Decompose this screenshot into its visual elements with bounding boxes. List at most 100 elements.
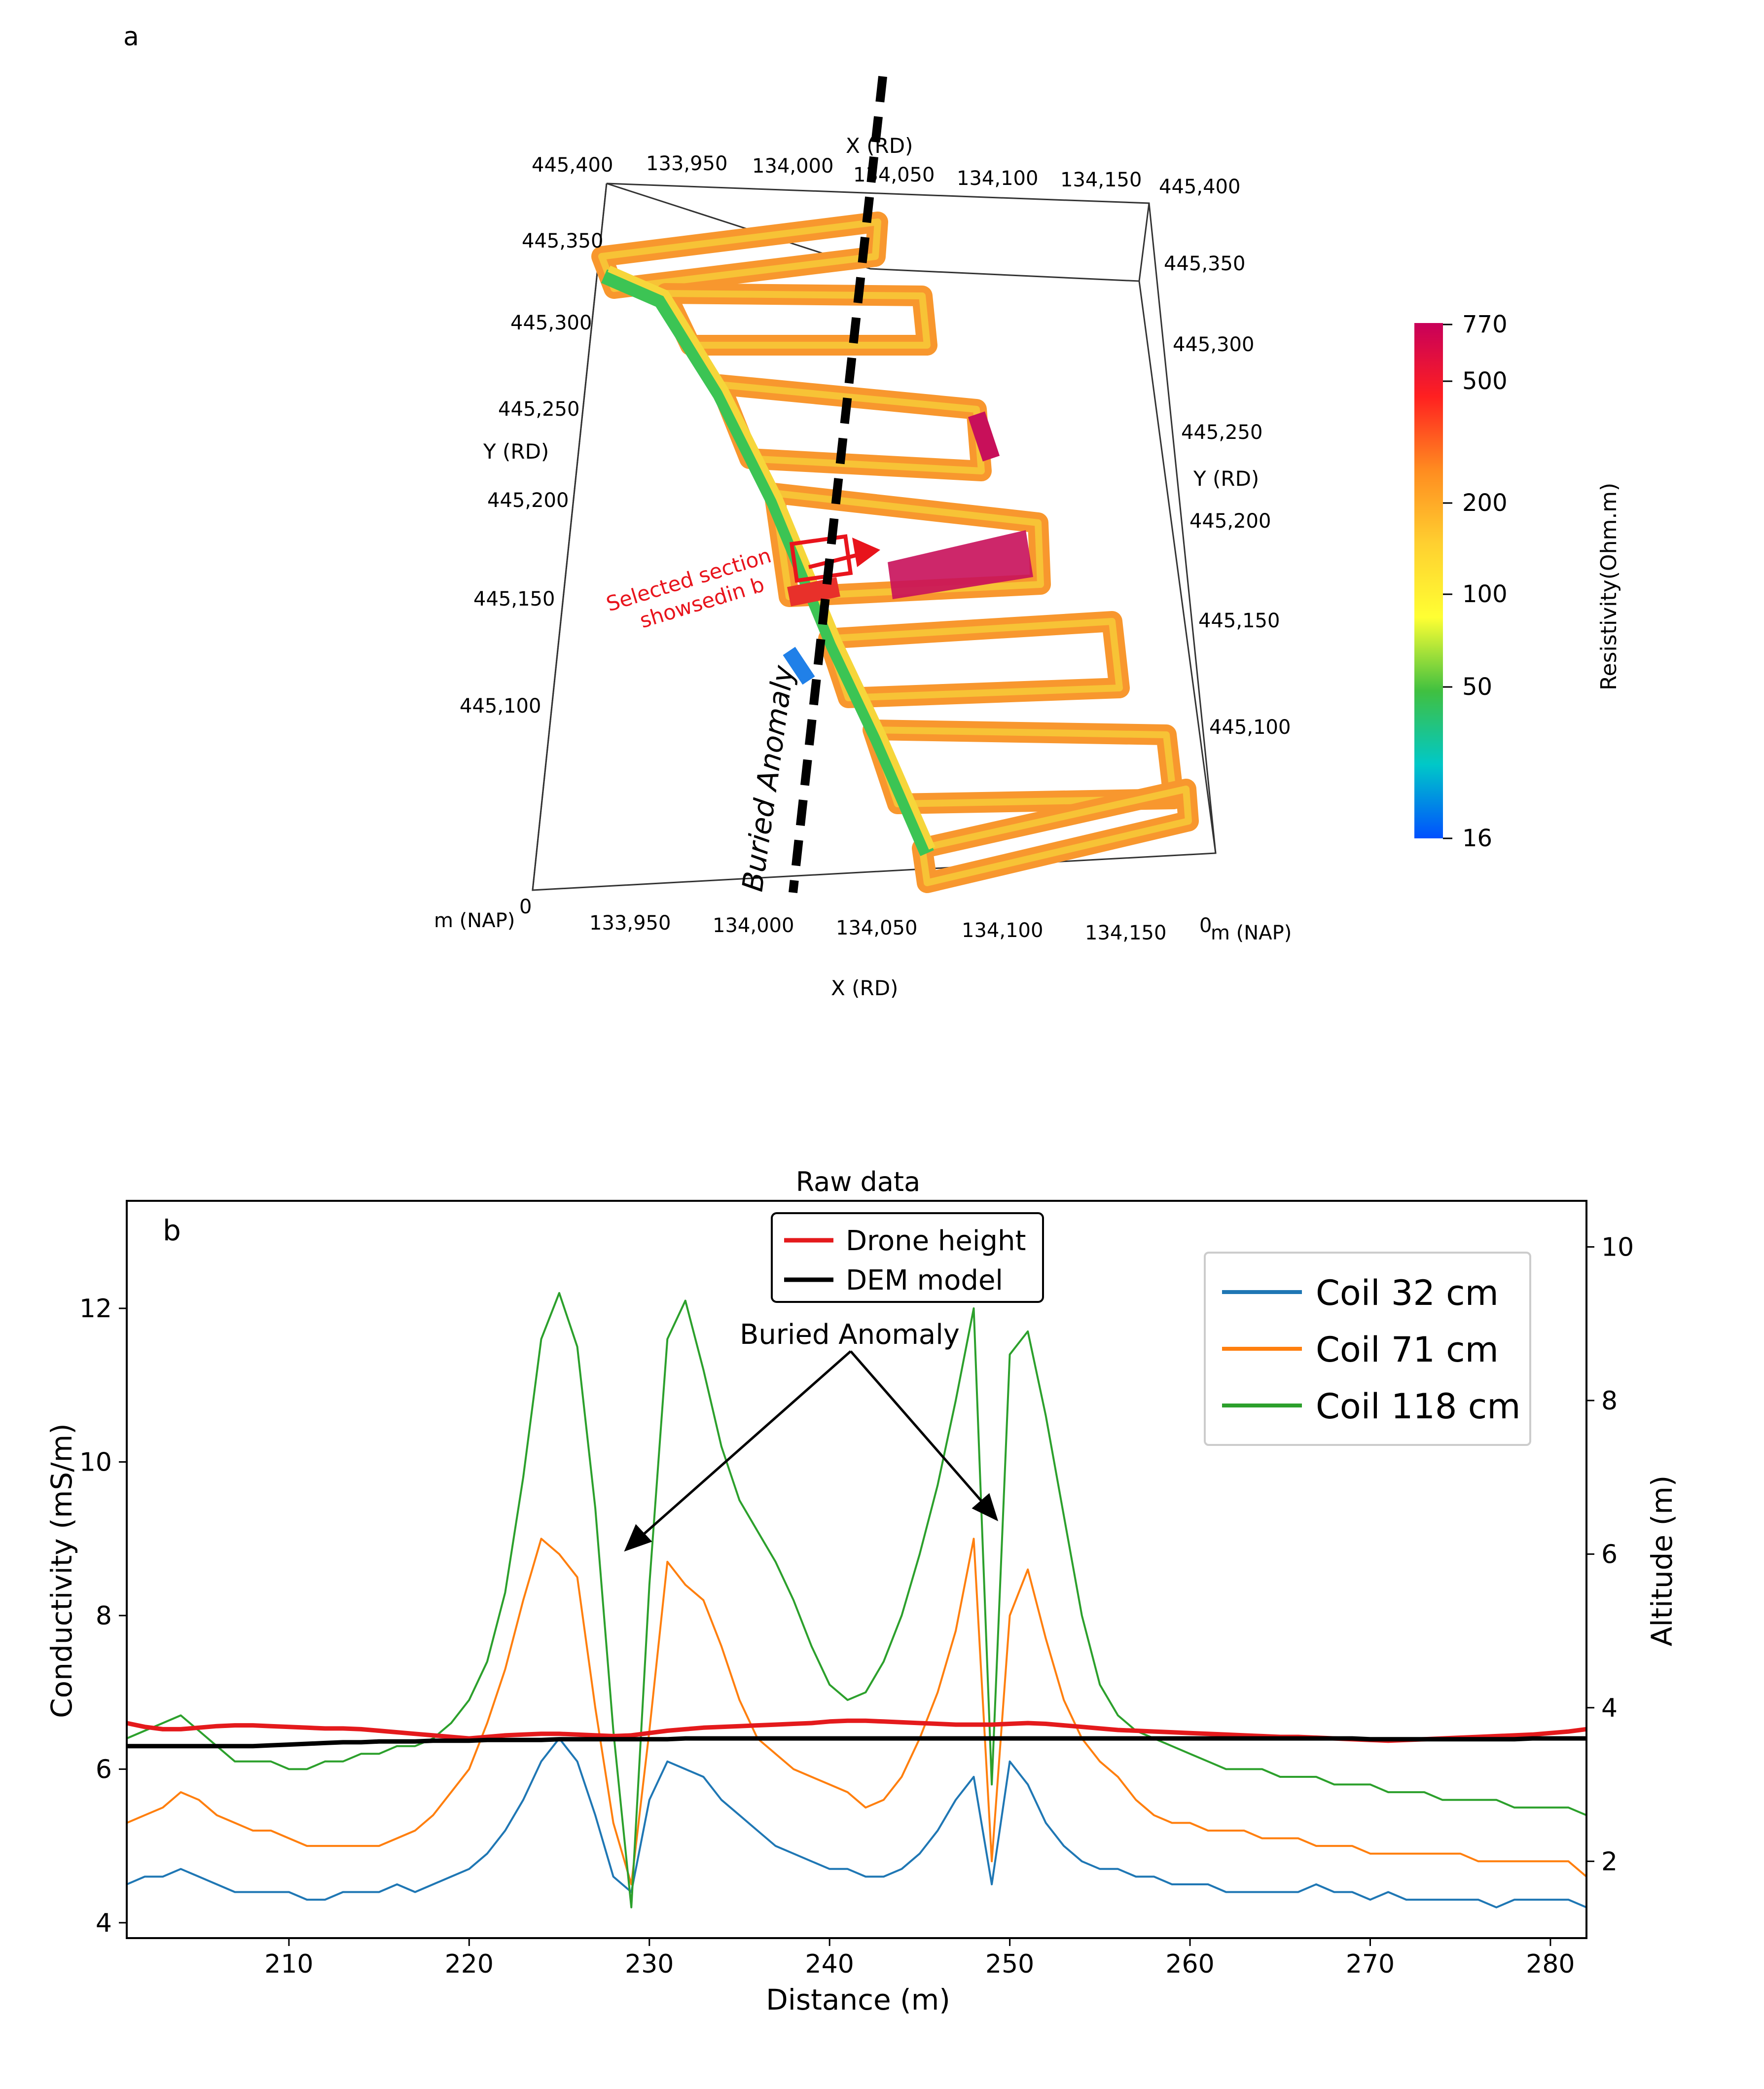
y-tick-label: 4 — [96, 1909, 112, 1938]
plot-frame — [126, 1200, 1587, 1939]
low-resistivity-patch — [783, 647, 815, 685]
colorbar-tick-label: 50 — [1462, 673, 1492, 701]
y2-tick-label: 8 — [1601, 1386, 1618, 1416]
series-line-coil-118-cm — [127, 1292, 1586, 1909]
z-zero-left: 0 — [519, 896, 532, 918]
y2-axis-label: Altitude (m) — [1645, 1476, 1679, 1647]
legend-label: Drone height — [846, 1225, 1026, 1257]
survey-ribbon — [655, 283, 937, 356]
y-right-tick-label: 445,300 — [1173, 333, 1254, 356]
survey-ribbon-edge — [601, 269, 934, 856]
x-top-tick-label: 134,100 — [957, 167, 1038, 190]
series-group — [127, 1292, 1586, 1909]
axes-b: 210 220 230 240 250 260 270 280 4 6 8 10 12 2 4 6 8 10 — [79, 1232, 1634, 1979]
colorbar-tick-label: 100 — [1462, 580, 1508, 608]
panel-a-label: a — [123, 22, 139, 52]
legend-label: Coil 71 cm — [1316, 1330, 1499, 1370]
survey-ribbons — [591, 212, 1199, 893]
x-bottom-tick-label: 134,100 — [962, 919, 1043, 942]
x-tick-label: 270 — [1346, 1949, 1395, 1979]
legend-right: Coil 32 cm Coil 71 cm Coil 118 cm — [1204, 1252, 1531, 1446]
y-axis-label-right: Y (RD) — [1193, 467, 1259, 491]
x-top-tick-label: 134,050 — [853, 164, 935, 186]
high-resistivity-patch — [968, 411, 1000, 462]
y-tick-label: 8 — [96, 1601, 112, 1631]
x-tick-label: 260 — [1165, 1949, 1214, 1979]
y-left-tick-label: 445,200 — [487, 489, 569, 512]
colorbar-title: Resistivity(Ohm.m) — [1596, 483, 1621, 690]
survey-ribbon-highlight — [771, 490, 1044, 600]
legend-label: Coil 118 cm — [1316, 1386, 1520, 1427]
z-axis-label-right: m (NAP) — [1211, 922, 1292, 944]
panel-b: Raw data b 210 220 230 240 250 260 270 28046810… — [45, 1166, 1679, 2017]
legend-left: Drone height DEM model — [771, 1212, 1044, 1303]
x-tick-label: 210 — [264, 1949, 313, 1979]
y-right-tick-label: 445,100 — [1209, 716, 1291, 739]
x-top-tick-label: 134,000 — [752, 155, 833, 178]
y-left-tick-label: 445,150 — [473, 588, 555, 611]
x-tick-label: 280 — [1526, 1949, 1575, 1979]
y-axis-label: Conductivity (mS/m) — [45, 1423, 78, 1718]
buried-anomaly-annotation: Buried Anomaly — [740, 1319, 960, 1351]
colorbar-tick-label: 200 — [1462, 489, 1508, 517]
y-axis-label-left: Y (RD) — [483, 439, 549, 464]
x-top-tick-label: 133,950 — [646, 152, 727, 175]
z-zero-right: 0 — [1199, 914, 1212, 937]
buried-anomaly-label: Buried Anomaly — [736, 663, 801, 893]
x-top-tick-label: 445,400 — [532, 154, 613, 177]
y-left-tick-label: 445,300 — [510, 312, 592, 334]
y-right-tick-label: 445,200 — [1189, 510, 1271, 533]
panel-b-label: b — [163, 1214, 181, 1247]
y2-tick-label: 4 — [1601, 1693, 1618, 1723]
x-axis-label-top: X (RD) — [846, 134, 913, 158]
x-tick-label: 230 — [625, 1949, 674, 1979]
y-right-tick-label: 445,350 — [1164, 252, 1245, 275]
y2-tick-label: 2 — [1601, 1847, 1618, 1876]
selected-section-annotation: Selected section showsedin b — [604, 541, 788, 641]
high-resistivity-patch — [787, 577, 840, 607]
panel-a-ticks: 445,400 133,950 134,000 134,050 134,100 134,1… — [460, 152, 1291, 944]
series-line-coil-71-cm — [127, 1538, 1586, 1885]
survey-ribbon — [591, 212, 888, 299]
x-bottom-tick-label: 134,050 — [836, 917, 917, 939]
x-tick-label: 220 — [445, 1949, 494, 1979]
y-right-tick-label: 445,250 — [1181, 421, 1262, 444]
colorbar-tick-label: 500 — [1462, 367, 1508, 395]
colorbar — [1414, 323, 1443, 838]
y2-tick-label: 6 — [1601, 1540, 1618, 1569]
bounding-box — [532, 182, 1217, 891]
y-tick-label: 6 — [96, 1755, 112, 1784]
y-left-tick-label: 445,100 — [460, 695, 541, 718]
x-bottom-tick-label: 134,150 — [1085, 922, 1166, 944]
z-axis-label-left: m (NAP) — [434, 909, 515, 932]
survey-ribbon-edge-highlight — [608, 265, 936, 850]
x-top-tick-label: 445,400 — [1159, 176, 1240, 198]
panel-a: a Selected section showsedin b Buried An… — [123, 22, 1621, 1000]
x-top-tick-label: 134,150 — [1060, 169, 1142, 191]
x-axis-label: Distance (m) — [766, 1983, 950, 2017]
y2-tick-label: 10 — [1601, 1232, 1634, 1262]
annotation-arrows — [624, 1350, 999, 1552]
colorbar-tick-label: 770 — [1462, 311, 1508, 338]
x-tick-label: 240 — [805, 1949, 854, 1979]
survey-ribbon-highlight — [919, 786, 1192, 886]
series-line-coil-32-cm — [127, 1737, 1586, 1909]
y-right-tick-label: 445,150 — [1198, 610, 1280, 632]
series-line-dem-model — [127, 1736, 1586, 1749]
x-axis-label-bottom: X (RD) — [831, 976, 898, 1000]
y-left-tick-label: 445,250 — [498, 398, 579, 421]
buried-anomaly-line — [789, 76, 887, 893]
high-resistivity-patch — [888, 530, 1033, 599]
chart-title: Raw data — [796, 1166, 920, 1197]
x-bottom-tick-label: 133,950 — [589, 912, 671, 935]
x-tick-label: 250 — [985, 1949, 1034, 1979]
legend-label: DEM model — [846, 1264, 1003, 1297]
colorbar-tick-label: 16 — [1462, 825, 1492, 852]
y-tick-label: 12 — [79, 1294, 112, 1324]
legend-label: Coil 32 cm — [1316, 1273, 1499, 1313]
y-left-tick-label: 445,350 — [522, 230, 603, 252]
x-bottom-tick-label: 134,000 — [713, 914, 794, 937]
colorbar-ticks: 770 500 200 100 50 16 — [1443, 311, 1508, 852]
y-tick-label: 10 — [79, 1447, 112, 1477]
